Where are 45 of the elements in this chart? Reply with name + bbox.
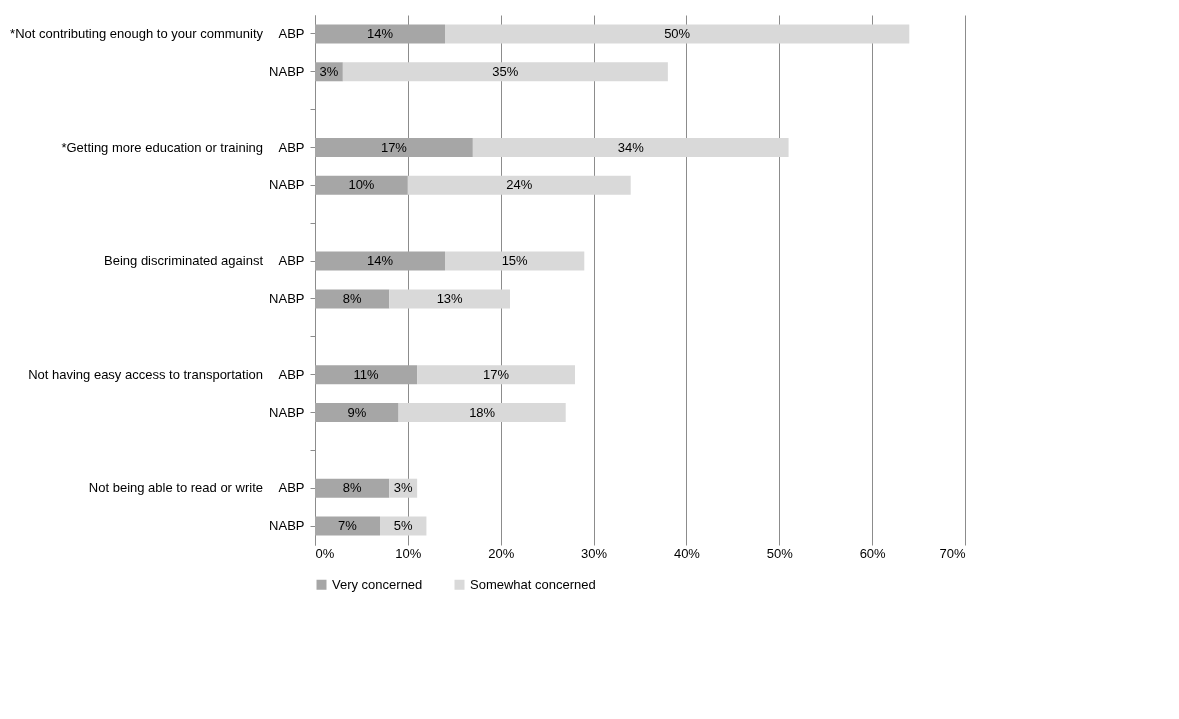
data-label: 8% [342, 290, 362, 306]
text: Not having easy access to transportation [28, 366, 263, 382]
data-label: 9% [347, 404, 367, 420]
x-tick-label: 50% [766, 545, 794, 561]
data-label: 50% [664, 25, 691, 41]
data-label: 5% [393, 518, 414, 534]
text: *Not contributing enough to your community [10, 25, 264, 41]
y-tick-label: ABP [278, 480, 305, 496]
data-label: 11% [353, 366, 380, 382]
data-label: 10% [348, 177, 375, 193]
text: *Getting more education or training [61, 139, 263, 155]
y-tick-label: ABP [278, 139, 305, 155]
x-tick-label: 70% [939, 545, 966, 561]
x-tick-label: 40% [673, 545, 701, 561]
data-label: 35% [492, 63, 519, 79]
x-tick-label: 60% [859, 545, 887, 561]
data-label: 24% [506, 177, 533, 193]
data-label: 13% [436, 290, 464, 306]
x-tick-label: 30% [581, 545, 608, 561]
legend-label: Somewhat concerned [470, 576, 596, 592]
data-label: 14% [366, 25, 394, 41]
data-label: 3% [319, 63, 339, 79]
data-label: 17% [483, 366, 510, 382]
data-label: 34% [617, 139, 645, 155]
y-tick-label: NABP [269, 290, 305, 306]
x-tick-label: 0% [315, 545, 335, 561]
y-tick-label: NABP [269, 404, 305, 420]
y-tick-label: ABP [278, 253, 305, 269]
data-label: 15% [501, 253, 529, 269]
data-label: 7% [338, 518, 358, 534]
x-tick-label: 10% [395, 545, 422, 561]
data-label: 8% [342, 480, 362, 496]
data-label: 18% [469, 404, 496, 420]
y-tick-label: ABP [278, 25, 305, 41]
legend-label: Very concerned [332, 576, 423, 592]
text: Being discriminated against [104, 253, 264, 269]
x-tick-label: 20% [488, 545, 515, 561]
data-label: 17% [380, 139, 408, 155]
y-tick-label: NABP [269, 63, 305, 79]
y-tick-label: NABP [269, 518, 305, 534]
data-label: 3% [393, 480, 414, 496]
y-tick-label: NABP [269, 177, 305, 193]
text: Not being able to read or write [88, 480, 263, 496]
y-tick-label: ABP [278, 366, 305, 382]
data-label: 14% [366, 253, 394, 269]
